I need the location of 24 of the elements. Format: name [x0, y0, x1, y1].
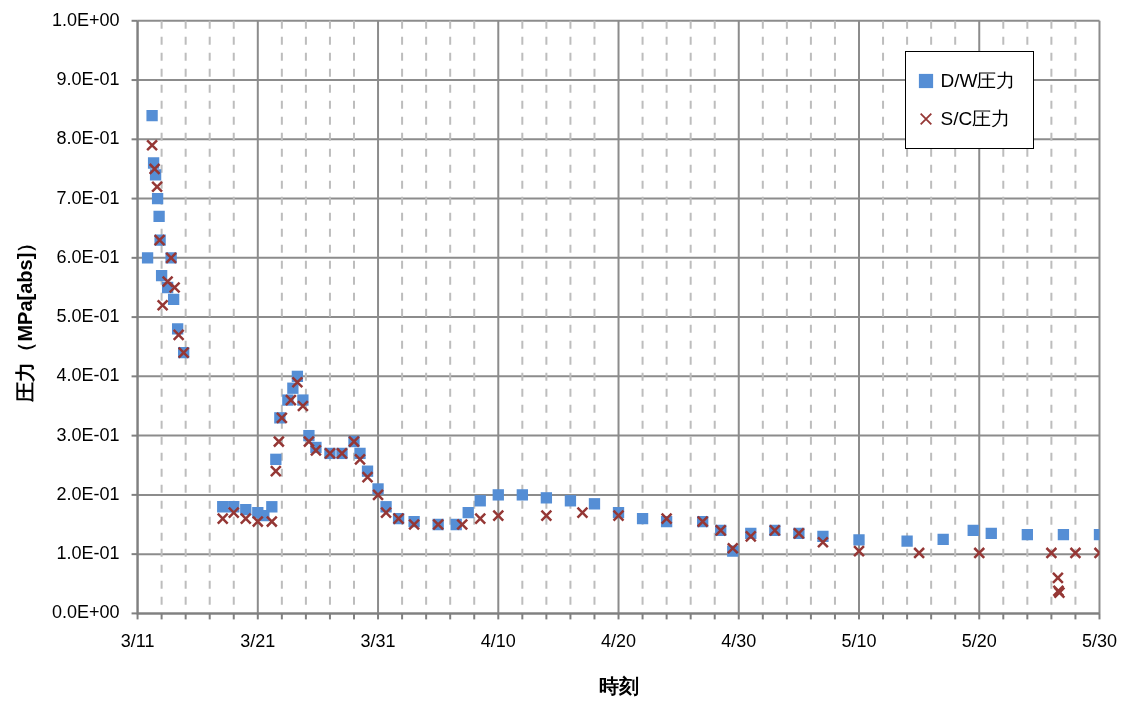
y-tick-label: 6.0E-01 — [56, 246, 120, 267]
y-tick-label: 5.0E-01 — [56, 306, 120, 327]
x-tick-label: 3/11 — [120, 631, 155, 652]
x-tick-label: 5/10 — [841, 631, 877, 652]
y-tick-label: 9.0E-01 — [56, 69, 120, 90]
y-tick-label: 7.0E-01 — [56, 187, 120, 208]
legend-label: S/C圧力 — [940, 106, 1011, 131]
y-tick-label: 2.0E-01 — [56, 483, 120, 504]
x-tick-label: 4/10 — [480, 631, 516, 652]
x-tick-label: 4/30 — [721, 631, 757, 652]
x-tick-label: 5/20 — [961, 631, 997, 652]
x-axis-title: 時刻 — [598, 674, 639, 697]
y-tick-label: 8.0E-01 — [56, 128, 120, 149]
y-tick-label: 1.0E-01 — [56, 543, 120, 564]
x-tick-label: 4/20 — [601, 631, 637, 652]
x-tick-label: 5/30 — [1081, 631, 1118, 652]
x-tick-label: 3/21 — [240, 631, 276, 652]
legend-label: D/W圧力 — [940, 68, 1016, 93]
y-tick-label: 4.0E-01 — [56, 365, 120, 386]
y-axis-title: 圧力（MPa[abs]） — [13, 232, 36, 403]
x-tick-label: 3/31 — [360, 631, 396, 652]
y-tick-label: 1.0E+00 — [52, 9, 120, 30]
y-tick-label: 0.0E+00 — [52, 602, 120, 623]
y-tick-label: 3.0E-01 — [56, 424, 120, 445]
